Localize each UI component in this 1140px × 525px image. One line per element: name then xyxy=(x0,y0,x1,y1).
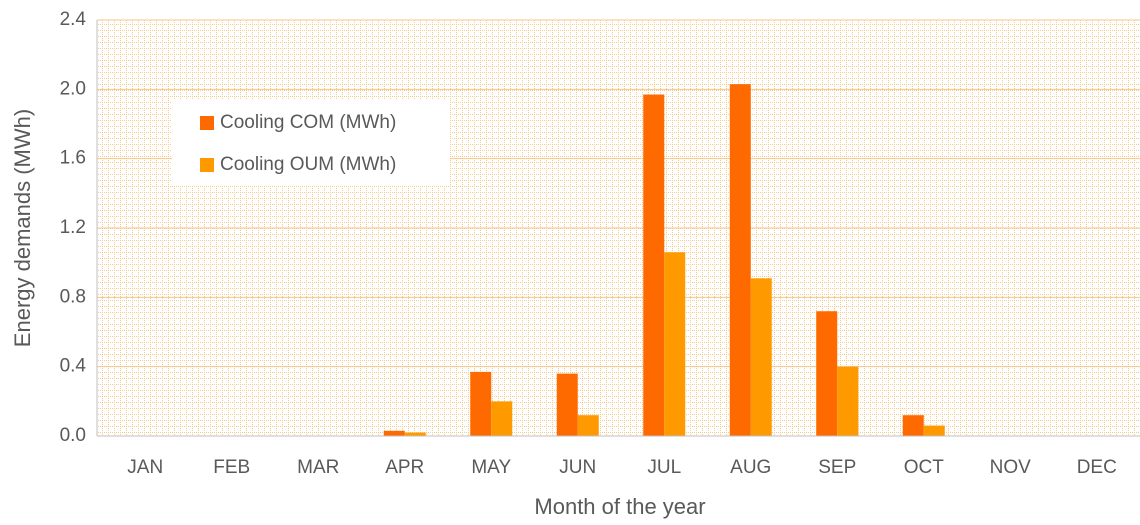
legend-box xyxy=(172,100,450,186)
y-tick-label: 0.0 xyxy=(60,425,86,446)
legend-swatch xyxy=(200,158,214,172)
bar xyxy=(404,432,426,436)
x-tick-label: NOV xyxy=(990,457,1032,478)
bar xyxy=(837,366,859,436)
bar xyxy=(383,430,405,436)
x-tick-label: APR xyxy=(385,457,424,478)
y-tick-label: 1.6 xyxy=(60,148,86,169)
legend-label: Cooling COM (MWh) xyxy=(220,112,396,133)
bar xyxy=(491,401,513,436)
x-tick-label: AUG xyxy=(730,457,771,478)
bar xyxy=(816,311,838,436)
y-tick-label: 0.8 xyxy=(60,286,86,307)
x-tick-label: MAR xyxy=(297,457,339,478)
bar xyxy=(729,84,751,436)
x-axis-label: Month of the year xyxy=(534,494,705,519)
y-tick-label: 2.4 xyxy=(60,9,87,30)
x-tick-label: JUN xyxy=(559,457,596,478)
bar xyxy=(470,371,492,436)
legend-swatch xyxy=(200,116,214,130)
x-tick-label: SEP xyxy=(818,457,856,478)
x-tick-label: MAY xyxy=(471,457,511,478)
legend-label: Cooling OUM (MWh) xyxy=(220,154,396,175)
y-tick-label: 1.2 xyxy=(60,217,86,238)
bar xyxy=(923,425,945,436)
bar xyxy=(556,373,578,436)
x-tick-label: JUL xyxy=(647,457,681,478)
y-axis-label: Energy demands (MWh) xyxy=(10,109,35,347)
bar xyxy=(577,415,599,436)
x-tick-label: OCT xyxy=(904,457,945,478)
x-tick-label: JAN xyxy=(127,457,163,478)
bar xyxy=(664,252,686,436)
y-tick-label: 0.4 xyxy=(60,356,87,377)
bar xyxy=(750,278,772,436)
x-tick-label: DEC xyxy=(1077,457,1117,478)
y-tick-label: 2.0 xyxy=(60,78,86,99)
bar xyxy=(643,94,665,437)
bar xyxy=(902,415,924,436)
x-tick-label: FEB xyxy=(213,457,250,478)
